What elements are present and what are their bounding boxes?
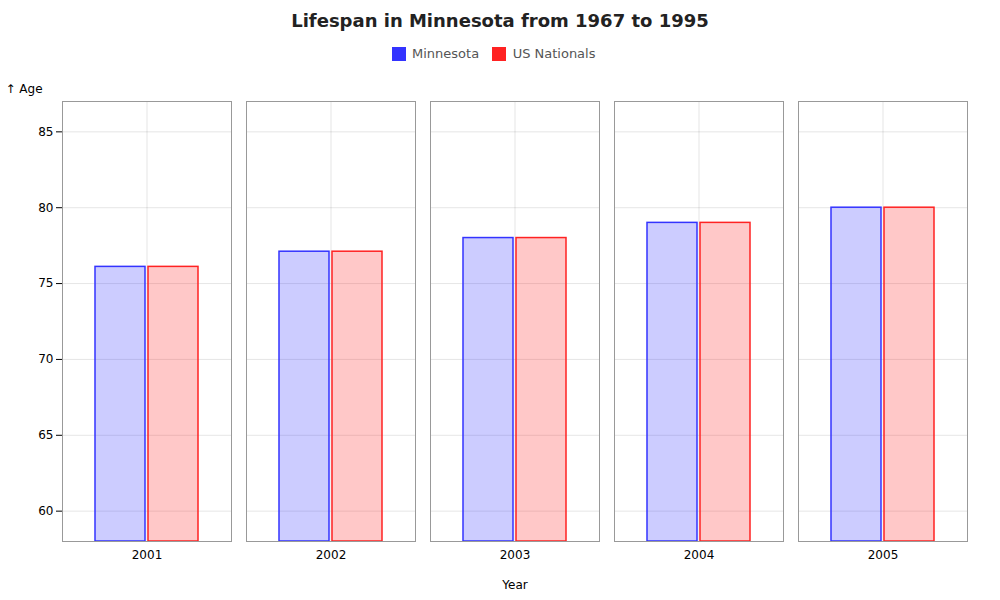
svg-text:2001: 2001 [132, 548, 163, 562]
svg-text:2002: 2002 [316, 548, 347, 562]
html-text:Lifespan in Minnesota from 196: Lifespan in Minnesota from 1967 to 1995 [291, 10, 709, 31]
svg-text:2005: 2005 [868, 548, 899, 562]
svg-text:2003: 2003 [500, 548, 531, 562]
svg-text:85: 85 [38, 124, 53, 138]
html-text:Minnesota: Minnesota [412, 46, 480, 61]
svg-text:2004: 2004 [684, 548, 715, 562]
svg-text:60: 60 [38, 503, 53, 517]
svg-text:75: 75 [38, 276, 53, 290]
html-text:US Nationals: US Nationals [512, 46, 596, 61]
svg-text:↑ Age: ↑ Age [6, 82, 43, 96]
svg-text:70: 70 [38, 352, 53, 366]
svg-text:80: 80 [38, 200, 53, 214]
svg-text:65: 65 [38, 428, 53, 442]
svg-text:Year: Year [501, 577, 527, 591]
